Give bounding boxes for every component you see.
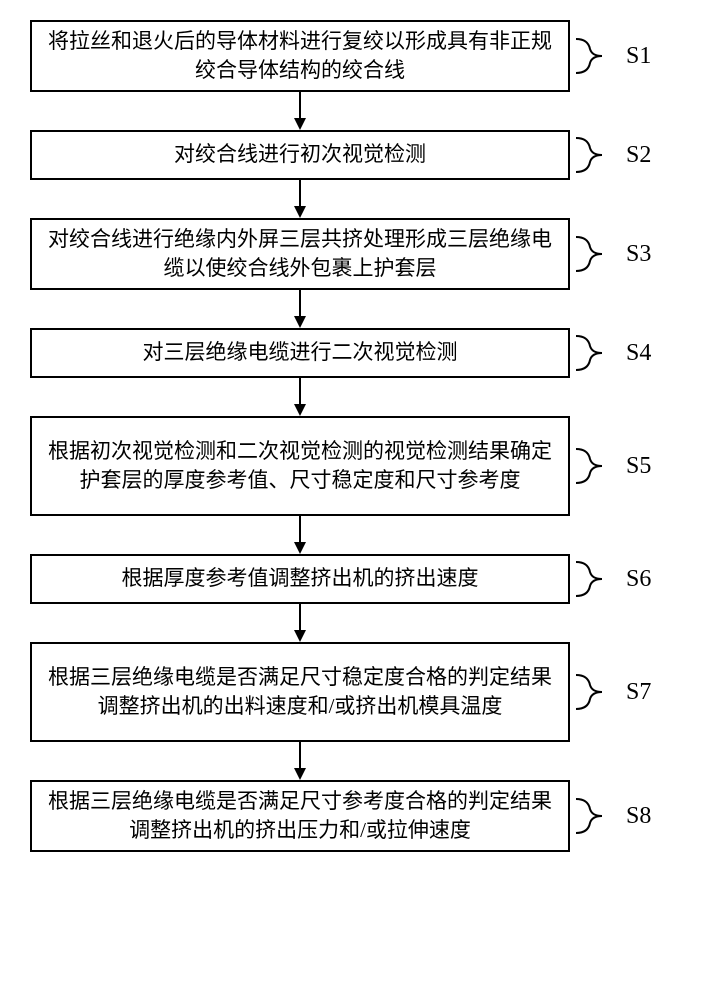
arrow-down-icon xyxy=(30,604,570,642)
step-label-s3: S3 xyxy=(626,241,651,268)
step-text: 根据初次视觉检测和二次视觉检测的视觉检测结果确定护套层的厚度参考值、尺寸稳定度和… xyxy=(44,437,556,496)
step-box-s7: 根据三层绝缘电缆是否满足尺寸稳定度合格的判定结果调整挤出机的出料速度和/或挤出机… xyxy=(30,642,570,742)
step-label-s7: S7 xyxy=(626,679,651,706)
step-label-s4: S4 xyxy=(626,340,651,367)
step-text: 根据三层绝缘电缆是否满足尺寸稳定度合格的判定结果调整挤出机的出料速度和/或挤出机… xyxy=(44,663,556,722)
step-box-s4: 对三层绝缘电缆进行二次视觉检测 xyxy=(30,328,570,378)
flowchart-container: 将拉丝和退火后的导体材料进行复绞以形成具有非正规绞合导体结构的绞合线 S1 对绞… xyxy=(30,20,690,852)
step-text: 对三层绝缘电缆进行二次视觉检测 xyxy=(143,338,458,367)
step-row-s4: 对三层绝缘电缆进行二次视觉检测 S4 xyxy=(30,328,690,378)
step-row-s3: 对绞合线进行绝缘内外屏三层共挤处理形成三层绝缘电缆以使绞合线外包裹上护套层 S3 xyxy=(30,218,690,290)
step-box-s2: 对绞合线进行初次视觉检测 xyxy=(30,130,570,180)
step-box-s5: 根据初次视觉检测和二次视觉检测的视觉检测结果确定护套层的厚度参考值、尺寸稳定度和… xyxy=(30,416,570,516)
arrow-down-icon xyxy=(30,290,570,328)
step-row-s1: 将拉丝和退火后的导体材料进行复绞以形成具有非正规绞合导体结构的绞合线 S1 xyxy=(30,20,690,92)
step-box-s3: 对绞合线进行绝缘内外屏三层共挤处理形成三层绝缘电缆以使绞合线外包裹上护套层 xyxy=(30,218,570,290)
step-row-s6: 根据厚度参考值调整挤出机的挤出速度 S6 xyxy=(30,554,690,604)
step-row-s7: 根据三层绝缘电缆是否满足尺寸稳定度合格的判定结果调整挤出机的出料速度和/或挤出机… xyxy=(30,642,690,742)
arrow-down-icon xyxy=(30,516,570,554)
step-label-s6: S6 xyxy=(626,566,651,593)
step-text: 根据三层绝缘电缆是否满足尺寸参考度合格的判定结果调整挤出机的挤出压力和/或拉伸速… xyxy=(44,787,556,846)
arrow-down-icon xyxy=(30,378,570,416)
step-row-s5: 根据初次视觉检测和二次视觉检测的视觉检测结果确定护套层的厚度参考值、尺寸稳定度和… xyxy=(30,416,690,516)
step-box-s1: 将拉丝和退火后的导体材料进行复绞以形成具有非正规绞合导体结构的绞合线 xyxy=(30,20,570,92)
step-row-s2: 对绞合线进行初次视觉检测 S2 xyxy=(30,130,690,180)
step-label-s8: S8 xyxy=(626,803,651,830)
step-text: 根据厚度参考值调整挤出机的挤出速度 xyxy=(122,564,479,593)
step-text: 将拉丝和退火后的导体材料进行复绞以形成具有非正规绞合导体结构的绞合线 xyxy=(44,27,556,86)
step-box-s8: 根据三层绝缘电缆是否满足尺寸参考度合格的判定结果调整挤出机的挤出压力和/或拉伸速… xyxy=(30,780,570,852)
arrow-down-icon xyxy=(30,742,570,780)
arrow-down-icon xyxy=(30,180,570,218)
step-label-s1: S1 xyxy=(626,43,651,70)
step-text: 对绞合线进行绝缘内外屏三层共挤处理形成三层绝缘电缆以使绞合线外包裹上护套层 xyxy=(44,225,556,284)
step-label-s2: S2 xyxy=(626,142,651,169)
arrow-down-icon xyxy=(30,92,570,130)
step-text: 对绞合线进行初次视觉检测 xyxy=(174,140,426,169)
step-label-s5: S5 xyxy=(626,453,651,480)
step-row-s8: 根据三层绝缘电缆是否满足尺寸参考度合格的判定结果调整挤出机的挤出压力和/或拉伸速… xyxy=(30,780,690,852)
step-box-s6: 根据厚度参考值调整挤出机的挤出速度 xyxy=(30,554,570,604)
